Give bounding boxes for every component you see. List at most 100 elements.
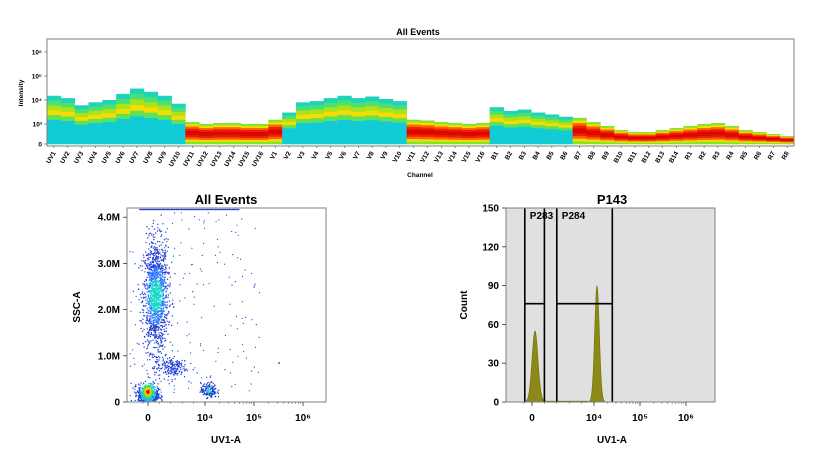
- scatter-point: [170, 370, 172, 373]
- scatter-point: [147, 331, 150, 333]
- scatter-point: [144, 280, 146, 283]
- spectrum-band-UV9: [157, 110, 172, 116]
- spectrum-band-UV11: [185, 124, 200, 127]
- scatter-point: [149, 262, 152, 264]
- spectrum-band-V5: [323, 116, 338, 122]
- spectrum-band-UV3: [74, 116, 89, 122]
- scatter-point: [156, 276, 158, 278]
- spectrum-x-tick-label: R6: [753, 150, 763, 161]
- scatter-point: [139, 395, 141, 397]
- scatter-point: [156, 279, 158, 281]
- scatter-point: [204, 393, 206, 395]
- spectrum-band-V10: [392, 105, 408, 110]
- scatter-point: [153, 334, 156, 336]
- scatter-point: [151, 392, 154, 394]
- scatter-point: [152, 333, 155, 336]
- spectrum-x-tick-label: B13: [654, 150, 666, 164]
- scatter-point: [159, 283, 161, 285]
- scatter-point: [168, 273, 170, 275]
- scatter-point: [176, 363, 179, 365]
- scatter-point: [189, 208, 192, 211]
- scatter-point: [146, 276, 148, 279]
- spectrum-band-V15: [462, 134, 477, 137]
- scatter-point: [138, 387, 140, 389]
- scatter-point: [150, 385, 152, 388]
- scatter-point: [165, 244, 167, 246]
- scatter-point: [156, 248, 158, 250]
- scatter-point: [174, 367, 176, 369]
- scatter-y-tick-label: 0: [114, 398, 120, 409]
- spectrum-band-B3: [517, 140, 532, 145]
- scatter-point: [163, 330, 166, 333]
- spectrum-band-UV15: [240, 124, 255, 127]
- scatter-point: [165, 271, 167, 273]
- scatter-point: [179, 366, 181, 369]
- gate-p284[interactable]: P284: [555, 208, 614, 402]
- scatter-point: [153, 382, 156, 385]
- spectrum-band-V14: [448, 137, 463, 141]
- scatter-point: [199, 268, 201, 270]
- scatter-point: [203, 227, 206, 229]
- spectrum-band-V4: [309, 105, 325, 110]
- scatter-point: [155, 361, 157, 363]
- spectrum-band-UV6: [116, 108, 131, 115]
- spectrum-band-UV3: [74, 136, 89, 141]
- scatter-point: [150, 295, 152, 297]
- spectrum-band-UV2: [60, 116, 76, 122]
- scatter-point: [151, 288, 153, 290]
- scatter-point: [224, 334, 227, 337]
- scatter-point: [149, 319, 151, 322]
- scatter-point: [141, 365, 144, 367]
- scatter-point: [162, 292, 164, 294]
- scatter-point: [147, 391, 149, 393]
- scatter-point: [206, 376, 208, 378]
- scatter-point: [251, 370, 253, 372]
- scatter-point: [141, 300, 144, 302]
- scatter-point: [163, 378, 165, 380]
- spectrum-band-B11: [628, 134, 643, 136]
- scatter-point: [174, 212, 176, 214]
- scatter-point: [146, 318, 149, 320]
- scatter-point: [150, 277, 153, 280]
- spectrum-band-UV16: [254, 132, 269, 135]
- scatter-point: [163, 333, 165, 335]
- scatter-point: [155, 301, 157, 303]
- scatter-point: [136, 390, 139, 392]
- scatter-point: [132, 387, 134, 389]
- scatter-point: [167, 333, 169, 335]
- scatter-point: [137, 383, 140, 385]
- spectrum-band-UV7: [130, 88, 145, 95]
- scatter-point: [152, 367, 154, 369]
- gate-p283[interactable]: P283: [523, 208, 554, 402]
- spectrum-x-tick-label: R4: [725, 150, 735, 161]
- spectrum-band-B12: [641, 142, 657, 145]
- spectrum-band-UV16: [254, 142, 269, 145]
- scatter-point: [160, 284, 163, 286]
- scatter-point: [159, 299, 161, 301]
- scatter-point: [147, 296, 149, 298]
- scatter-point: [167, 246, 169, 249]
- scatter-point: [143, 396, 145, 399]
- scatter-point: [168, 375, 170, 378]
- scatter-point: [153, 354, 155, 356]
- spectrum-band-V4: [309, 131, 325, 136]
- spectrum-band-V5: [323, 134, 338, 140]
- spectrum-x-tick-label: V8: [366, 150, 376, 161]
- scatter-point: [161, 278, 163, 280]
- spectrum-x-tick-label: B6: [559, 150, 569, 161]
- scatter-point: [148, 275, 151, 277]
- spectrum-band-R6: [752, 136, 767, 139]
- spectrum-band-UV8: [143, 112, 159, 119]
- scatter-point: [180, 368, 182, 370]
- spectrum-band-UV15: [240, 132, 255, 135]
- scatter-point: [150, 317, 152, 319]
- scatter-point: [137, 284, 139, 286]
- spectrum-band-B9: [600, 127, 615, 130]
- scatter-point: [162, 249, 164, 252]
- histogram-x-tick-label: 10⁶: [678, 413, 694, 424]
- scatter-point: [160, 214, 162, 216]
- spectrum-band-V14: [448, 125, 463, 128]
- scatter-point: [162, 256, 164, 258]
- scatter-point: [163, 328, 165, 330]
- scatter-point: [165, 317, 167, 319]
